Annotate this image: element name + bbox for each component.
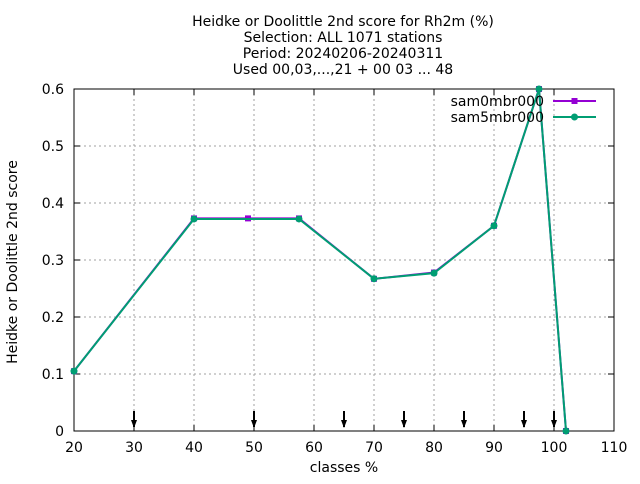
arrow-marker (551, 411, 557, 428)
y-axis-label: Heidke or Doolittle 2nd score (5, 160, 21, 364)
y-tick-label: 0.2 (42, 310, 64, 326)
data-point (295, 215, 303, 223)
x-tick-label: 80 (425, 440, 443, 456)
class-arrow-markers (131, 411, 557, 428)
title-line-4: Used 00,03,...,21 + 00 03 ... 48 (233, 62, 453, 78)
x-tick-label: 90 (485, 440, 503, 456)
series-sam5mbr000 (70, 85, 570, 435)
arrow-marker (521, 411, 527, 428)
title-line-2: Selection: ALL 1071 stations (244, 30, 443, 46)
arrow-marker (131, 411, 137, 428)
arrow-marker (251, 411, 257, 428)
data-point (490, 222, 498, 230)
title-line-1: Heidke or Doolittle 2nd score for Rh2m (… (192, 14, 494, 30)
x-tick-label: 50 (245, 440, 263, 456)
x-axis-label: classes % (310, 460, 378, 476)
x-tick-label: 60 (305, 440, 323, 456)
x-tick-label: 20 (65, 440, 83, 456)
title-line-3: Period: 20240206-20240311 (243, 46, 443, 62)
legend-entry-sam5mbr000: sam5mbr000 (451, 110, 596, 126)
data-point (535, 85, 543, 93)
axes: 20 30 40 50 60 70 80 90 100 110 0 0.1 0.2 0.3 0.4 0.5 0.… (5, 82, 627, 476)
data-point (370, 275, 378, 283)
arrow-marker (401, 411, 407, 428)
x-tick-label: 30 (125, 440, 143, 456)
x-tick-label: 110 (601, 440, 628, 456)
legend-label: sam5mbr000 (451, 110, 544, 126)
y-tick-label: 0.4 (42, 196, 64, 212)
data-point (70, 367, 78, 375)
series-line-sam5mbr000 (73, 88, 567, 432)
data-point (562, 427, 570, 435)
x-tick-label: 40 (185, 440, 203, 456)
y-tick-label: 0.5 (42, 139, 64, 155)
data-point (190, 215, 198, 223)
y-tick-label: 0.1 (42, 367, 64, 383)
legend-entry-sam0mbr000: sam0mbr000 (451, 94, 596, 110)
chart-title: Heidke or Doolittle 2nd score for Rh2m (… (192, 14, 494, 78)
series-lines (70, 85, 570, 435)
grid-lines (74, 89, 614, 431)
y-tick-label: 0.3 (42, 253, 64, 269)
y-tick-label: 0.6 (42, 82, 64, 98)
legend-label: sam0mbr000 (451, 94, 544, 110)
data-point (430, 269, 438, 277)
arrow-marker (341, 411, 347, 428)
y-tick-label: 0 (55, 424, 64, 440)
x-tick-label: 70 (365, 440, 383, 456)
x-tick-label: 100 (541, 440, 568, 456)
arrow-marker (461, 411, 467, 428)
